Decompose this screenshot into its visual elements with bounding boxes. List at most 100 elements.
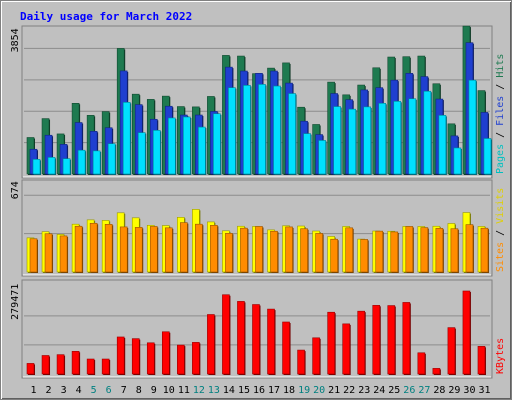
bar-sites-day-8 — [134, 227, 143, 273]
x-tick-label: 21 — [328, 385, 340, 396]
x-tick-label: 14 — [223, 385, 235, 396]
legend-separator: / — [495, 126, 506, 144]
bar-sites-day-22 — [345, 227, 353, 273]
bar-sites-day-10 — [164, 227, 173, 273]
bar-sites-day-6 — [104, 223, 113, 273]
bar-pages-day-17 — [273, 85, 281, 175]
bar-kbytes-day-22 — [342, 323, 350, 375]
bar-kbytes-day-28 — [432, 368, 441, 375]
panel-hits-files-pages: 3854 Pages / Files / Hits — [10, 25, 506, 179]
bar-pages-day-24 — [378, 102, 387, 175]
bar-pages-day-14 — [228, 87, 236, 175]
bar-kbytes-day-30 — [462, 290, 471, 375]
bar-pages-day-6 — [107, 143, 116, 175]
bar-pages-day-22 — [348, 108, 356, 175]
x-tick-label: 13 — [208, 385, 220, 396]
bar-pages-day-5 — [92, 150, 101, 175]
bar-sites-day-18 — [285, 226, 293, 273]
x-tick-label: 9 — [151, 385, 157, 396]
bar-kbytes-day-4 — [71, 351, 80, 375]
x-tick-label: 23 — [358, 385, 370, 396]
bar-kbytes-day-11 — [177, 344, 185, 375]
bar-pages-day-21 — [333, 106, 341, 175]
x-tick-label: 26 — [403, 385, 415, 396]
bar-pages-day-1 — [32, 159, 41, 175]
legend-sites: Sites — [495, 242, 506, 272]
series-pages — [32, 79, 492, 175]
bar-pages-day-27 — [423, 90, 432, 175]
x-tick-label: 10 — [163, 385, 175, 396]
series-kbytes — [26, 290, 486, 375]
x-tick-label: 24 — [373, 385, 385, 396]
bar-sites-day-9 — [149, 226, 158, 273]
bar-sites-day-19 — [300, 228, 308, 273]
bar-pages-day-15 — [243, 85, 251, 175]
bar-pages-day-20 — [318, 140, 326, 175]
bar-pages-day-11 — [183, 116, 191, 175]
x-tick-label: 12 — [193, 385, 205, 396]
bar-pages-day-29 — [453, 147, 462, 175]
bar-sites-day-28 — [435, 227, 444, 273]
bar-pages-day-16 — [258, 84, 266, 175]
bar-kbytes-day-1 — [26, 363, 35, 375]
bar-sites-day-27 — [420, 227, 429, 273]
x-tick-label: 11 — [178, 385, 190, 396]
bar-sites-day-29 — [450, 228, 459, 273]
legend-hits: Hits — [495, 54, 506, 78]
panel-legend: KBytes — [495, 338, 506, 374]
x-tick-label: 1 — [31, 385, 37, 396]
x-tick-label: 17 — [268, 385, 280, 396]
bar-kbytes-day-24 — [372, 305, 381, 375]
bar-kbytes-day-13 — [207, 314, 215, 375]
bar-sites-day-4 — [74, 225, 83, 273]
bar-pages-day-7 — [122, 102, 131, 175]
bar-pages-day-3 — [62, 158, 71, 175]
bar-pages-day-2 — [47, 157, 56, 175]
bar-kbytes-day-31 — [477, 346, 486, 375]
bar-kbytes-day-12 — [192, 342, 200, 375]
bar-pages-day-25 — [393, 101, 402, 175]
bar-kbytes-day-10 — [161, 331, 170, 375]
bar-kbytes-day-23 — [357, 310, 366, 375]
x-tick-label: 15 — [238, 385, 250, 396]
x-tick-label: 2 — [46, 385, 52, 396]
bar-sites-day-25 — [390, 231, 399, 273]
panel-legend: Pages / Files / Hits — [495, 54, 506, 174]
legend-separator: / — [495, 78, 506, 96]
bar-kbytes-day-8 — [131, 338, 140, 375]
bar-sites-day-13 — [210, 225, 218, 273]
bar-kbytes-day-20 — [312, 337, 320, 375]
bar-kbytes-day-25 — [387, 305, 396, 375]
bar-pages-day-8 — [137, 132, 146, 175]
bar-sites-day-24 — [375, 230, 384, 273]
y-tick-label: 279471 — [10, 284, 21, 320]
bar-pages-day-30 — [468, 79, 477, 175]
panel-kbytes: 279471 KBytes — [10, 279, 506, 379]
bar-sites-day-23 — [360, 239, 369, 273]
bar-pages-day-12 — [198, 126, 206, 175]
y-tick-label: 674 — [10, 181, 21, 199]
x-tick-label: 3 — [61, 385, 67, 396]
bar-sites-day-14 — [225, 232, 233, 273]
bar-sites-day-17 — [270, 230, 278, 273]
bar-sites-day-26 — [405, 226, 414, 273]
bar-kbytes-day-26 — [402, 302, 411, 375]
legend-kbytes: KBytes — [495, 338, 506, 374]
bar-sites-day-20 — [315, 233, 323, 273]
bar-sites-day-21 — [330, 238, 338, 273]
bar-pages-day-4 — [77, 149, 86, 175]
bar-pages-day-13 — [213, 113, 221, 175]
x-tick-label: 27 — [418, 385, 430, 396]
bar-pages-day-9 — [152, 130, 161, 175]
bar-kbytes-day-27 — [417, 352, 426, 375]
bar-kbytes-day-14 — [222, 294, 230, 375]
x-tick-label: 19 — [298, 385, 310, 396]
bar-kbytes-day-17 — [267, 308, 275, 375]
bar-kbytes-day-6 — [101, 358, 110, 375]
x-axis: 1 2 3 4 5 6 7 8 9 10 11 12 13 14 15 16 17 18 19 20 21 22 23 24 2… — [31, 385, 491, 396]
chart-title: Daily usage for March 2022 — [20, 10, 192, 23]
bar-pages-day-28 — [438, 115, 447, 175]
x-tick-label: 28 — [433, 385, 445, 396]
bar-sites-day-7 — [119, 226, 128, 273]
